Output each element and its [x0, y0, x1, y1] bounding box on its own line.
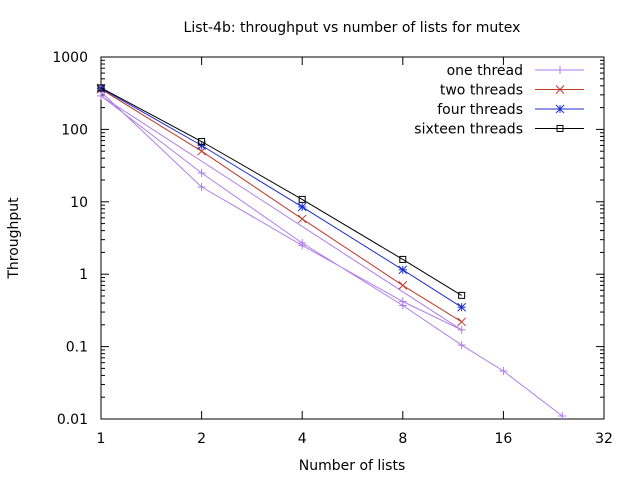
- data-point: [197, 183, 206, 192]
- data-point: [97, 84, 105, 92]
- series-two-threads: [96, 84, 467, 327]
- marker-stroke: [398, 265, 408, 275]
- y-tick-label: 0.01: [57, 412, 88, 428]
- data-point: [398, 265, 408, 275]
- marker-square: [298, 195, 306, 203]
- legend-label: sixteen threads: [414, 122, 523, 138]
- marker-stroke: [457, 317, 467, 327]
- x-tick-label: 4: [298, 431, 307, 447]
- plot-border: [100, 56, 605, 420]
- y-tick-label: 1: [79, 267, 88, 283]
- data-point: [555, 104, 565, 114]
- marker-square: [458, 291, 466, 299]
- data-point: [97, 91, 105, 100]
- legend-label: two threads: [440, 83, 523, 99]
- marker-square: [399, 255, 407, 263]
- x-axis-label: Number of lists: [299, 458, 406, 474]
- data-point: [556, 125, 564, 132]
- legend-item: one thread: [447, 63, 584, 79]
- data-point: [399, 255, 407, 263]
- series-one-thread: [97, 87, 567, 421]
- y-tick-label: 100: [61, 122, 88, 138]
- data-point: [555, 85, 565, 94]
- x-tick-label: 8: [398, 431, 407, 447]
- data-point: [457, 302, 467, 312]
- marker-stroke: [297, 202, 307, 212]
- x-tick-label: 2: [197, 431, 206, 447]
- data-point: [197, 168, 206, 177]
- data-point: [298, 195, 306, 203]
- data-point: [398, 301, 407, 310]
- y-tick-label: 10: [70, 195, 88, 211]
- series-line: [100, 87, 462, 308]
- data-point: [457, 317, 467, 327]
- data-point: [297, 214, 307, 224]
- y-tick-label: 1000: [52, 50, 88, 66]
- x-tick-label: 1: [97, 431, 106, 447]
- x-tick-label: 32: [595, 431, 613, 447]
- plot-frame: [100, 56, 605, 420]
- data-point: [558, 412, 567, 421]
- marker-square: [556, 125, 564, 132]
- data-point: [198, 138, 206, 146]
- legend-item: sixteen threads: [414, 122, 584, 138]
- legend-label: four threads: [437, 102, 523, 118]
- legend-label: one thread: [447, 63, 523, 79]
- series-line: [100, 91, 563, 417]
- legend-item: four threads: [437, 102, 584, 118]
- data-point: [458, 291, 466, 299]
- marker-stroke: [457, 302, 467, 312]
- data-point: [297, 202, 307, 212]
- marker-stroke: [398, 281, 408, 290]
- series-line: [100, 87, 462, 296]
- y-tick-label: 0.1: [66, 340, 88, 356]
- series-line: [100, 88, 462, 323]
- y-axis-label: Throughput: [6, 197, 22, 280]
- x-tick-label: 16: [494, 431, 512, 447]
- data-point: [398, 281, 408, 290]
- axes: 1 2 4 8 16 32 0.01 0.1 1 10 100 1000: [52, 50, 613, 447]
- series-layer: [96, 83, 567, 421]
- series-four-threads: [96, 83, 467, 312]
- legend-item: two threads: [440, 83, 584, 99]
- data-point: [457, 325, 466, 334]
- data-point: [556, 66, 564, 74]
- data-point: [499, 367, 508, 376]
- marker-square: [198, 138, 206, 146]
- marker-stroke: [297, 214, 307, 224]
- data-point: [457, 341, 466, 350]
- data-point: [298, 238, 307, 247]
- chart-title: List-4b: throughput vs number of lists f…: [184, 20, 521, 36]
- marker-stroke: [555, 104, 565, 114]
- marker-square: [97, 84, 105, 92]
- series-sixteen-threads: [97, 84, 466, 299]
- marker-stroke: [555, 85, 565, 94]
- legend: one thread two threads four threads sixteen…: [414, 63, 584, 138]
